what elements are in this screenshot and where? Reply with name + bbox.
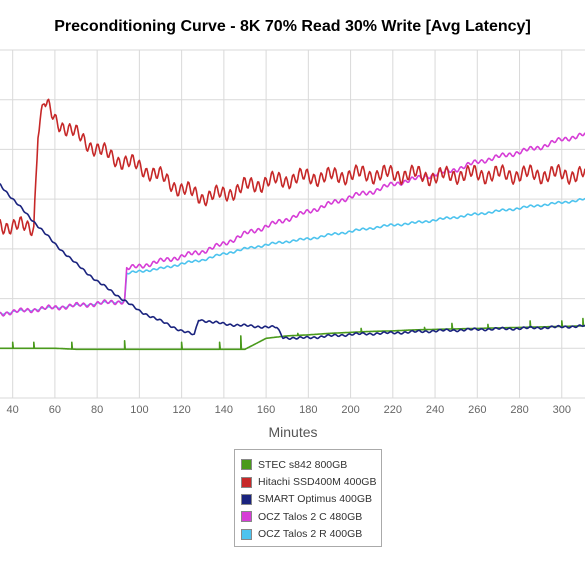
legend: STEC s842 800GB Hitachi SSD400M 400GB SMAR…: [234, 449, 382, 547]
series-layer: [0, 98, 585, 351]
legend-item: STEC s842 800GB: [241, 456, 381, 473]
x-tick-label: 60: [49, 404, 61, 416]
legend-item: Hitachi SSD400M 400GB: [241, 473, 381, 490]
legend-item: SMART Optimus 400GB: [241, 491, 381, 508]
legend-swatch: [241, 459, 252, 471]
legend-label: Hitachi SSD400M 400GB: [258, 476, 377, 489]
x-tick-labels: 40 60 80 100 120 140 160 180 200 220 240 260 280 300: [7, 404, 571, 416]
x-tick-label: 240: [426, 404, 444, 416]
x-tick-label: 260: [468, 404, 486, 416]
legend-item: OCZ Talos 2 C 480GB: [241, 508, 381, 525]
x-tick-label: 100: [130, 404, 148, 416]
x-tick-label: 200: [341, 404, 359, 416]
x-axis-label: Minutes: [268, 424, 318, 440]
series-line-ocz-talos-2-c-480gb: [0, 132, 585, 317]
x-tick-label: 220: [384, 404, 402, 416]
legend-swatch: [241, 476, 252, 488]
x-tick-label: 40: [7, 404, 19, 416]
legend-label: OCZ Talos 2 R 400GB: [258, 528, 363, 541]
x-tick-label: 80: [91, 404, 103, 416]
x-tick-label: 300: [553, 404, 571, 416]
x-tick-label: 120: [172, 404, 190, 416]
chart-title: Preconditioning Curve - 8K 70% Read 30% …: [54, 18, 531, 35]
x-tick-label: 280: [510, 404, 528, 416]
legend-item: OCZ Talos 2 R 400GB: [241, 526, 381, 543]
grid-lines: [0, 49, 585, 399]
x-tick-label: 140: [215, 404, 233, 416]
series-line-smart-optimus-400gb: [0, 183, 585, 340]
legend-swatch: [241, 528, 252, 540]
x-tick-label: 180: [299, 404, 317, 416]
legend-swatch: [241, 511, 252, 523]
legend-label: STEC s842 800GB: [258, 458, 348, 471]
legend-label: SMART Optimus 400GB: [258, 493, 372, 506]
series-line-hitachi-ssd400m-400gb: [0, 98, 585, 237]
legend-swatch: [241, 493, 252, 505]
x-tick-label: 160: [257, 404, 275, 416]
legend-label: OCZ Talos 2 C 480GB: [258, 510, 363, 523]
series-line-stec-s842-800gb: [0, 317, 585, 351]
